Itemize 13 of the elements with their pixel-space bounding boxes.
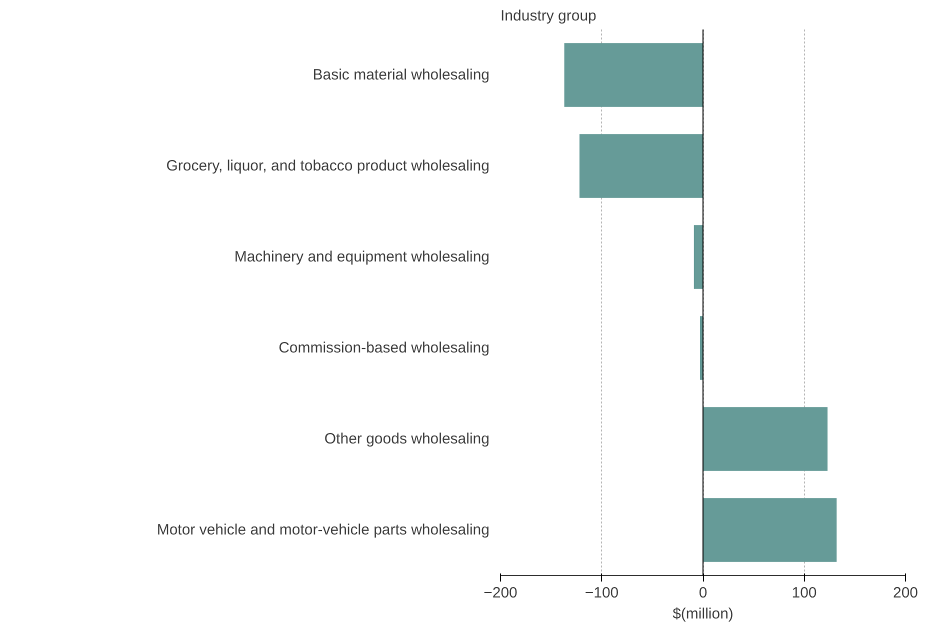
x-tick-label: 200: [892, 584, 918, 602]
y-tick-label: Other goods wholesaling: [324, 430, 490, 448]
y-tick-label: Grocery, liquor, and tobacco product wholesaling: [166, 158, 490, 174]
x-tick-label: 100: [792, 584, 817, 602]
y-tick-label: Commission-based wholesaling: [278, 340, 490, 356]
y-tick-label: Basic material wholesaling: [312, 66, 490, 84]
x-tick-label: −100: [584, 584, 619, 602]
y-tick-label: Machinery and equipment wholesaling: [234, 248, 490, 266]
x-tick-label: 0: [698, 584, 708, 602]
x-tick-label: −200: [484, 584, 518, 602]
y-axis-title: Industry group: [500, 8, 596, 24]
y-tick-label: Motor vehicle and motor-vehicle parts wholesaling: [156, 522, 490, 538]
x-axis-title: $(million): [672, 606, 734, 622]
